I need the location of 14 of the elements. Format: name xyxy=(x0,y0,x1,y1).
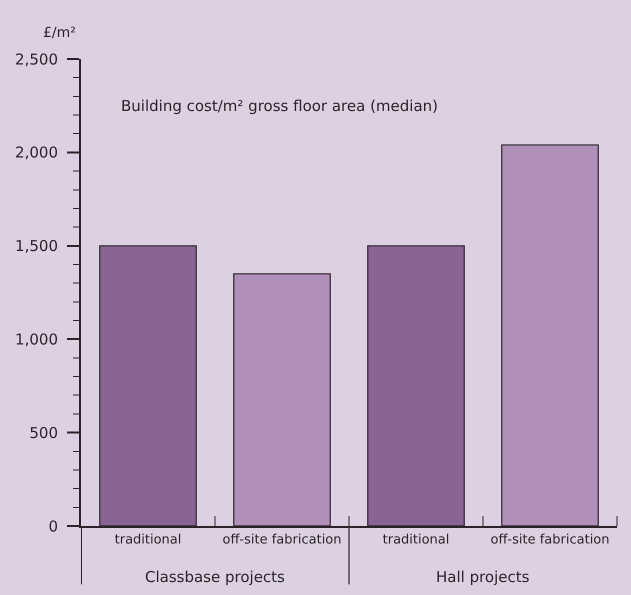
x-tick-label: traditional xyxy=(382,532,450,548)
y-tick-label: 500 xyxy=(29,424,58,442)
y-axis-title: £/m² xyxy=(43,25,76,41)
y-tick-label: 1,500 xyxy=(15,237,58,256)
text: Hall projects xyxy=(436,568,530,586)
y-tick-label: 0 xyxy=(48,517,58,536)
y-tick-label: 2,500 xyxy=(15,50,58,68)
y-tick-label: 2,000 xyxy=(15,144,58,162)
text: Classbase projects xyxy=(145,568,286,586)
x-tick-label: off-site fabrication xyxy=(222,532,342,548)
x-tick-label: off-site fabrication xyxy=(490,532,610,548)
y-tick-label: 1,000 xyxy=(15,330,58,348)
x-tick-label: traditional xyxy=(114,532,182,548)
text: Building cost/m² gross floor area (median) xyxy=(121,97,438,115)
